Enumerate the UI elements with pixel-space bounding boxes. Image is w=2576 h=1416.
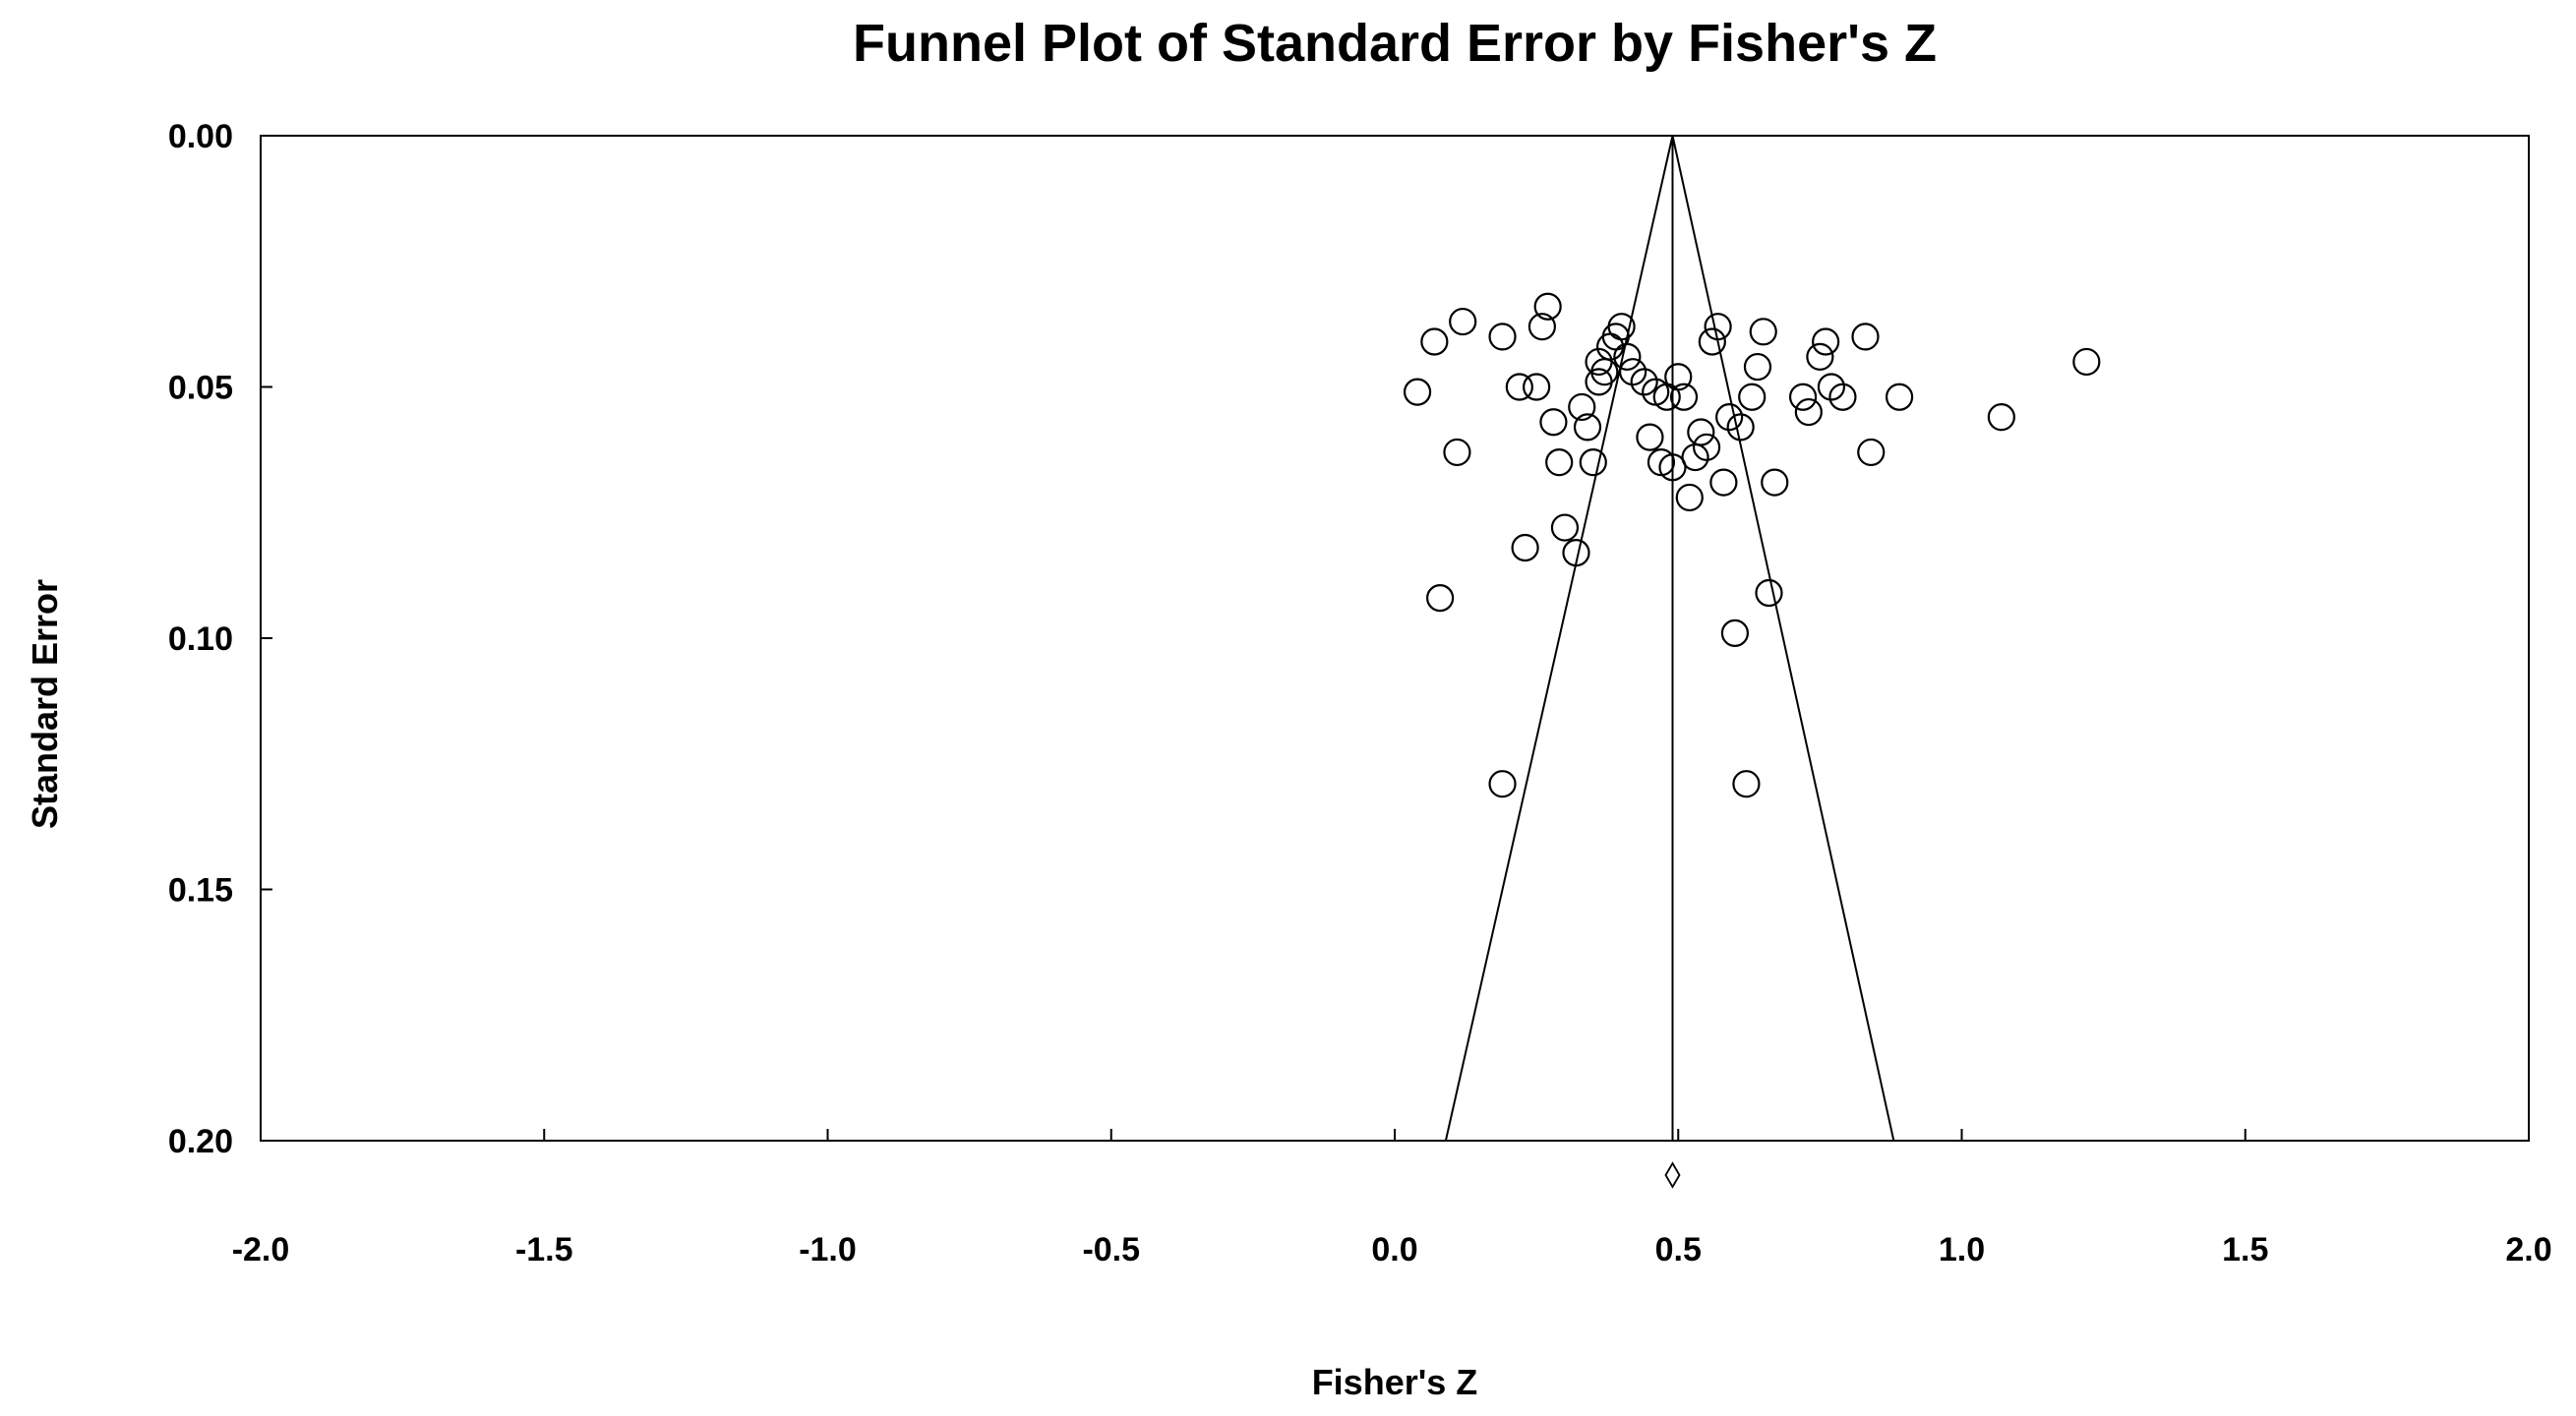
study-point [1732,770,1761,798]
study-point [1585,368,1613,396]
summary-diamond [1664,1161,1681,1189]
study-point [1681,442,1709,472]
y-tick-label: 0.10 [168,620,233,658]
study-point [1562,539,1590,567]
study-point [1669,383,1699,411]
study-point [1738,383,1767,411]
plot-area [260,135,2530,1142]
y-axis: 0.00 0.05 0.10 0.15 0.20 [168,118,272,1160]
study-point [1619,358,1647,386]
study-point [1794,397,1823,427]
study-point [1675,483,1704,512]
study-point [1545,448,1574,477]
study-point [1539,408,1568,437]
study-point [2072,347,2101,377]
study-point [1550,513,1580,542]
study-point [1720,619,1750,647]
study-point [1806,342,1834,371]
study-point [1590,358,1619,386]
study-point [1523,373,1551,401]
x-tick-label: 1.5 [2222,1231,2268,1268]
x-tick-label: 2.0 [2505,1231,2551,1268]
study-point [1788,383,1818,411]
study-point [1664,363,1693,391]
study-point [1828,383,1857,411]
y-tick-label: 0.15 [168,872,233,910]
study-point [1755,578,1783,608]
study-point [1403,378,1432,406]
study-point [1743,352,1772,382]
study-point [1528,313,1556,341]
study-point [1533,292,1562,321]
funnel-lines [1444,135,1895,1142]
summary-effect [1664,1161,1681,1189]
study-point [1851,323,1880,351]
y-tick-label: 0.00 [168,118,233,155]
study-point [1709,468,1738,497]
y-tick-label: 0.05 [168,370,233,407]
study-point [1613,342,1642,371]
x-tick-label: -1.0 [799,1231,857,1268]
study-point [1857,438,1886,467]
x-tick-label: 0.0 [1371,1231,1417,1268]
x-axis-label: Fisher's Z [1312,1362,1478,1402]
study-point [1579,448,1607,477]
study-point [1601,323,1630,351]
study-point [1885,383,1914,411]
study-point [1761,468,1789,497]
study-point [1817,373,1846,401]
study-point [1488,770,1517,798]
y-axis-label: Standard Error [25,579,65,829]
study-point [1573,413,1602,442]
study-point [1630,368,1658,396]
study-point [1488,323,1517,351]
x-tick-label: -1.5 [515,1231,573,1268]
study-point [1568,392,1596,422]
study-point [1812,327,1840,356]
x-tick-label: 0.5 [1655,1231,1702,1268]
chart-title: Funnel Plot of Standard Error by Fisher'… [853,14,1937,73]
study-points [1403,292,2101,798]
study-point [1749,318,1777,346]
study-point [1687,418,1715,446]
funnel-left-line [1444,135,1674,1142]
study-point [1726,413,1755,442]
funnel-right-line [1671,135,1895,1142]
x-axis: -2.0 -1.5 -1.0 -0.5 0.0 0.5 1.0 1.5 2.0 [232,1129,2552,1268]
x-tick-label: -2.0 [232,1231,290,1268]
x-tick-label: 1.0 [1939,1231,1985,1268]
y-tick-label: 0.20 [168,1123,233,1160]
study-point [1420,327,1449,356]
x-tick-label: -0.5 [1082,1231,1140,1268]
study-point [1698,327,1726,356]
study-point [1715,403,1744,432]
study-point [1449,307,1477,336]
study-point [1505,373,1533,401]
study-point [1692,433,1721,461]
study-point [1987,403,2015,432]
study-point [1443,438,1471,467]
study-point [1704,313,1732,341]
study-point [1636,423,1664,451]
study-point [1426,584,1455,613]
study-point [1658,453,1687,482]
study-point [1511,533,1539,562]
study-point [1607,313,1636,341]
